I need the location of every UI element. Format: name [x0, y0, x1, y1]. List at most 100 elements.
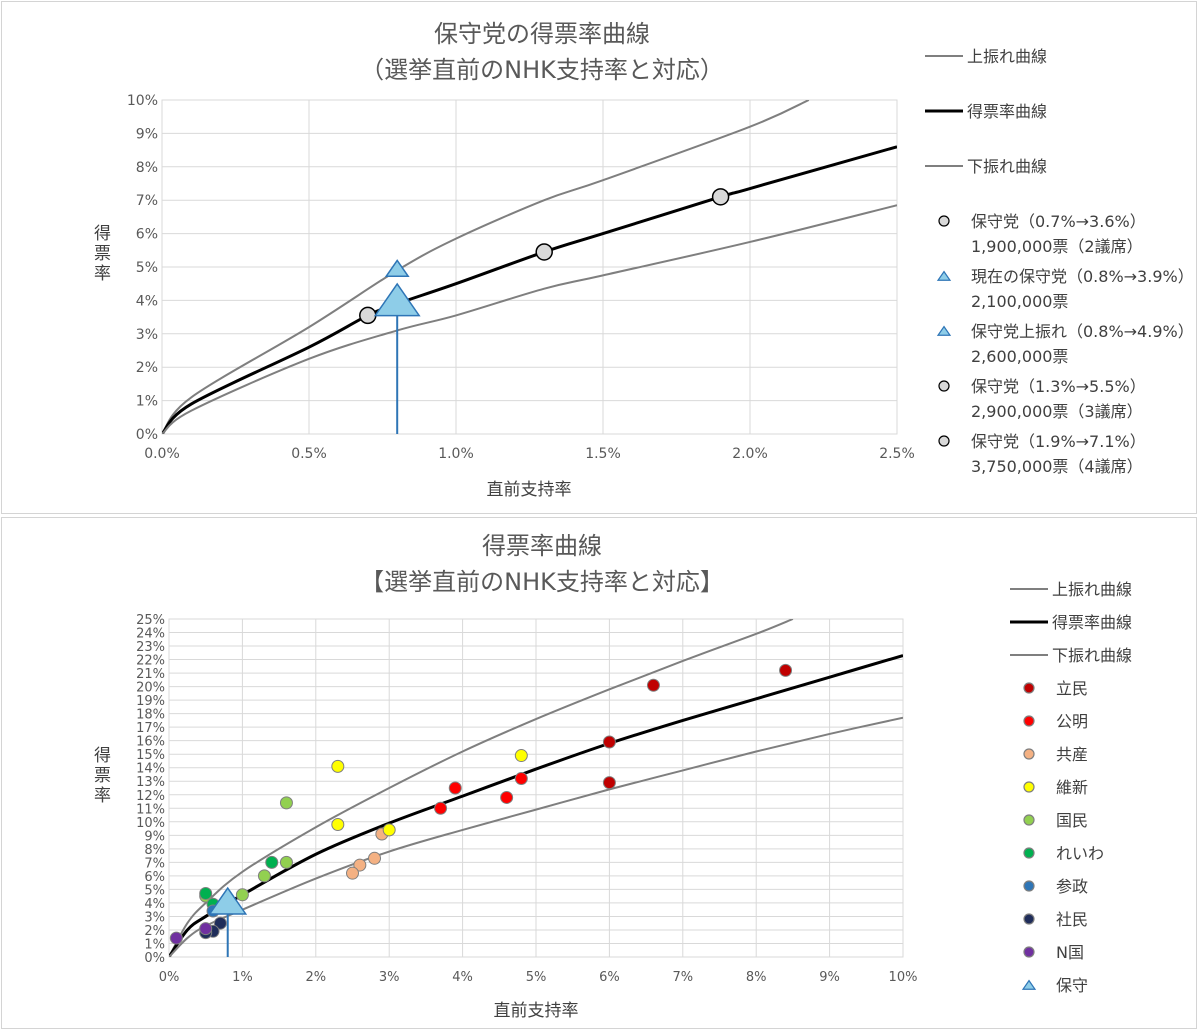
data-point [535, 243, 553, 261]
legend-item: 維新 [1023, 778, 1088, 797]
data-point-国民 [235, 888, 249, 902]
legend-item: N国 [1023, 943, 1084, 962]
y-tick-label: 1% [136, 394, 158, 410]
data-point-公明 [448, 781, 462, 795]
legend-label: 国民 [1056, 811, 1088, 830]
legend-label: 保守党（0.7%→3.6%） [971, 212, 1146, 231]
data-point-保守 [208, 886, 248, 915]
y-tick-label: 7% [144, 856, 165, 871]
chart-1-title-line1: 保守党の得票率曲線 [434, 20, 650, 48]
x-tick-label: 6% [599, 970, 620, 985]
legend-marker [1023, 913, 1035, 925]
data-point-共産 [353, 858, 367, 872]
data-point [711, 188, 730, 206]
legend-marker [1023, 682, 1035, 694]
x-tick-label: 1.0% [438, 446, 474, 462]
curve-上振れ曲線 [162, 100, 810, 434]
x-tick-label: 1% [232, 970, 253, 985]
legend-label: 保守党上振れ（0.8%→4.9%） [971, 322, 1194, 341]
legend-marker [938, 435, 950, 447]
data-point-立民 [646, 678, 660, 692]
legend-sublabel: 2,600,000票 [971, 347, 1068, 366]
y-tick-label: 9% [136, 126, 158, 142]
x-tick-label: 9% [819, 970, 840, 985]
legend-sublabel: 2,900,000票（3議席） [971, 402, 1143, 421]
data-point-triangle [384, 259, 410, 278]
y-tick-label: 12% [136, 789, 165, 804]
curve-得票率曲線 [162, 145, 897, 434]
legend-sublabel: 2,100,000票 [971, 292, 1068, 311]
legend-label: 上振れ曲線 [1052, 580, 1132, 599]
y-tick-label: 6% [144, 870, 165, 885]
y-tick-label: 18% [136, 708, 165, 723]
legend-label: 下振れ曲線 [1052, 646, 1132, 665]
legend-label: 下振れ曲線 [967, 157, 1047, 176]
x-tick-label: 4% [452, 970, 473, 985]
data-point-立民 [779, 663, 793, 677]
y-tick-label: 10% [127, 93, 158, 109]
data-point [359, 306, 377, 325]
y-tick-label: 25% [136, 613, 165, 628]
chart-1-y-axis-label: 得票率 [94, 224, 111, 284]
legend-marker [1023, 748, 1035, 760]
chart-1-title-line2: （選挙直前のNHK支持率と対応） [360, 56, 724, 84]
y-tick-label: 0% [136, 427, 158, 443]
legend-label: れいわ [1056, 844, 1104, 863]
legend-item: 現在の保守党（0.8%→3.9%） 2,100,000票 [936, 267, 1194, 311]
legend-item: 保守党（1.9%→7.1%） 3,750,000票（4議席） [938, 432, 1146, 476]
legend-item: 立民 [1023, 679, 1088, 698]
legend-label: 保守党（1.3%→5.5%） [971, 377, 1146, 396]
legend-item: 保守党（0.7%→3.6%） 1,900,000票（2議席） [938, 212, 1146, 256]
legend-label: N国 [1056, 943, 1084, 962]
chart-1-svg: 保守党の得票率曲線 （選挙直前のNHK支持率と対応） 直前支持率 得票率 0% 1… [94, 20, 1194, 500]
legend-item: 得票率曲線 [1010, 613, 1132, 632]
y-tick-label: 8% [144, 843, 165, 858]
legend-label: 参政 [1056, 877, 1088, 896]
y-tick-label: 5% [136, 260, 158, 276]
legend-label: 社民 [1056, 910, 1088, 929]
x-tick-label: 2.0% [732, 446, 768, 462]
y-tick-label: 11% [136, 802, 165, 817]
legend-item: 国民 [1023, 811, 1088, 830]
x-tick-label: 0.5% [291, 446, 327, 462]
chart-panel-1: 保守党の得票率曲線 （選挙直前のNHK支持率と対応） 直前支持率 得票率 0% 1… [1, 1, 1197, 514]
data-point-立民 [602, 776, 616, 790]
data-point-国民 [257, 869, 271, 883]
data-point-N国 [199, 922, 213, 936]
x-tick-label: 1.5% [585, 446, 621, 462]
data-point-共産 [346, 866, 359, 880]
data-point-国民 [279, 796, 293, 810]
legend-marker [1023, 847, 1035, 859]
x-tick-label: 10% [889, 970, 918, 985]
y-tick-label: 10% [136, 816, 165, 831]
y-tick-label: 15% [136, 748, 165, 763]
y-tick-label: 8% [136, 160, 158, 176]
legend-marker [1023, 715, 1035, 727]
chart-2-x-axis-label: 直前支持率 [494, 1001, 579, 1021]
legend-item: 保守 [1021, 976, 1088, 995]
legend-item: 得票率曲線 [925, 102, 1047, 121]
chart-panel-2: 得票率曲線 【選挙直前のNHK支持率と対応】 直前支持率 得票率 0% 1% 2% 3… [1, 517, 1197, 1029]
legend-marker [1023, 781, 1035, 793]
legend-sublabel: 1,900,000票（2議席） [971, 237, 1143, 256]
legend-marker [936, 270, 952, 281]
chart-2-title-line1: 得票率曲線 [482, 532, 602, 560]
y-tick-label: 2% [136, 360, 158, 376]
legend-item: れいわ [1023, 844, 1104, 863]
chart-2-svg: 得票率曲線 【選挙直前のNHK支持率と対応】 直前支持率 得票率 0%1%2%3… [94, 532, 1132, 1021]
legend-marker [938, 380, 950, 392]
data-point-立民 [602, 735, 616, 749]
legend-item: 社民 [1023, 910, 1088, 929]
y-tick-label: 7% [136, 193, 158, 209]
legend-item: 上振れ曲線 [1010, 580, 1132, 599]
legend-label: 立民 [1056, 679, 1088, 698]
legend-label: 得票率曲線 [967, 102, 1047, 121]
y-tick-label: 0% [144, 951, 165, 966]
legend-item: 下振れ曲線 [1010, 646, 1132, 665]
data-point-維新 [331, 759, 345, 773]
chart-2-plot-area: 0%1%2%3%4%5%6%7%8%9%10%11%12%13%14%15%16… [136, 613, 917, 985]
data-point-維新 [382, 823, 396, 837]
legend-label: 現在の保守党（0.8%→3.9%） [971, 267, 1194, 286]
